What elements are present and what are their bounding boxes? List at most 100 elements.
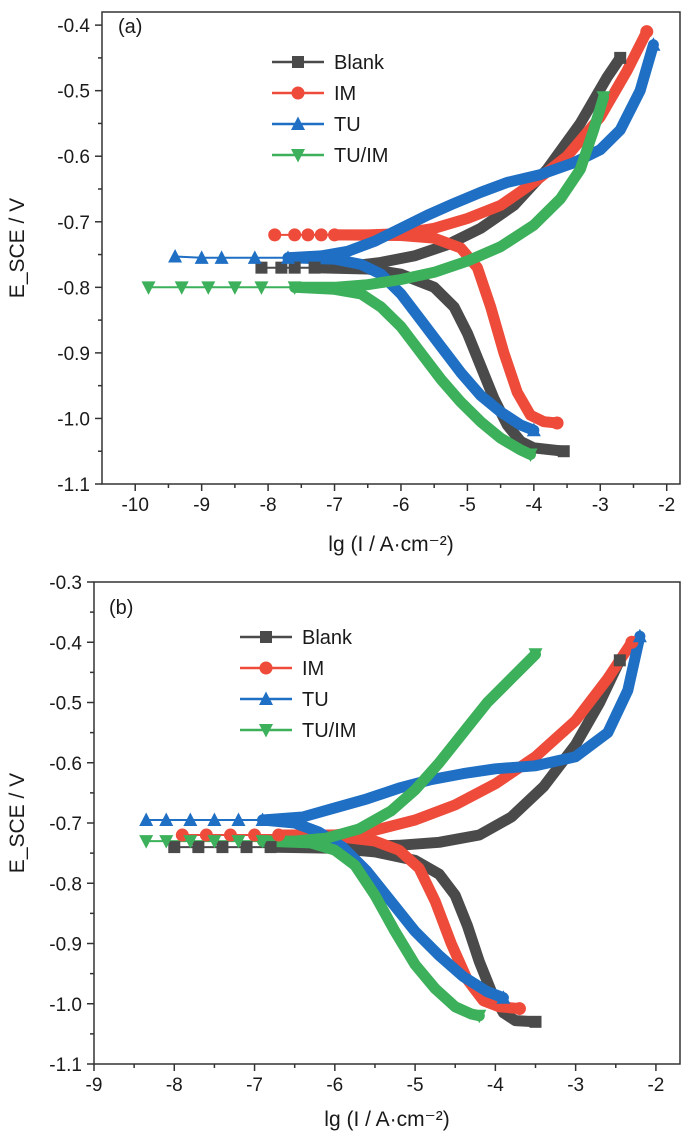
panel-b-series-tu-anodic-branch bbox=[257, 630, 646, 826]
panel-a-y-tick-label: -0.7 bbox=[57, 213, 90, 234]
panel-a-series-tu-cathodic-branch bbox=[282, 252, 540, 436]
panel-a-series-tu-tail bbox=[175, 255, 288, 259]
panel-b-y-tick-label: -1.0 bbox=[49, 995, 82, 1016]
panel-b-legend-item-blank: Blank bbox=[240, 627, 353, 649]
panel-b-series-tu-point bbox=[632, 628, 647, 643]
panel-a-series-blank-point bbox=[557, 445, 570, 458]
panel-b-legend-label-im: IM bbox=[302, 658, 324, 680]
panel-b-series-blank-cathodic-branch bbox=[265, 841, 541, 1028]
panel-b-y-tick-label: -0.5 bbox=[49, 694, 82, 715]
panel-b-series-tu-im-point bbox=[159, 835, 174, 849]
panel-b-series-tu-point bbox=[139, 812, 154, 826]
panel-a-y-tick-label: -1.1 bbox=[57, 475, 90, 496]
panel-b-x-tick-label: -7 bbox=[246, 1075, 263, 1096]
panel-a-plot-frame bbox=[101, 11, 681, 485]
panel-b-legend-marker-tu bbox=[259, 691, 273, 705]
panel-a-series-tu-point bbox=[526, 422, 541, 437]
panel-a-x-tick-label: -2 bbox=[658, 495, 675, 516]
panel-b-chart: -9 -8 -7 -6 -5 -4 -3 -2 -0.3 -0.4 -0.5 -0.6 -0.7 -0.8… bbox=[6, 573, 681, 1131]
panel-b-legend-marker-im bbox=[259, 661, 273, 675]
panel-a-y-tick-label: -0.6 bbox=[57, 147, 90, 168]
panel-a-x-tick-label: -10 bbox=[121, 495, 148, 516]
panel-b-series-tu-im-point bbox=[139, 835, 154, 849]
panel-a-series-im-point bbox=[268, 228, 282, 242]
panel-b-series-blank-point bbox=[216, 841, 229, 854]
panel-b-series-tu-im-point bbox=[231, 835, 246, 849]
panel-a-legend-label-blank: Blank bbox=[334, 52, 385, 74]
panel-b-series-blank-point bbox=[240, 841, 253, 854]
panel-a-series-tu-im-cathodic-branch bbox=[289, 281, 536, 460]
panel-a-series-tu-im-point bbox=[227, 281, 242, 295]
panel-a-legend-label-tu-im: TU/IM bbox=[334, 145, 388, 167]
panel-b-series-blank-point bbox=[613, 654, 626, 667]
panel-b-x-tick-label: -9 bbox=[86, 1075, 103, 1096]
panel-a-legend-label-tu: TU bbox=[334, 114, 361, 136]
panel-a-y-axis-title-text: E_SCE / V bbox=[6, 198, 29, 298]
panel-a-x-tick-label: -3 bbox=[592, 495, 609, 516]
panel-a-series-tu-im-point bbox=[523, 448, 538, 462]
panel-b-series-tu-im-point bbox=[255, 835, 270, 849]
panel-b-x-tick-label: -2 bbox=[647, 1075, 664, 1096]
panel-b-y-tick-label: -0.3 bbox=[49, 573, 82, 594]
panel-b-series-tu-im-point bbox=[207, 835, 222, 849]
panel-a-x-tick-label: -5 bbox=[459, 495, 476, 516]
panel-b-x-axis-title-text: lg (I / A·cm⁻²) bbox=[324, 1108, 449, 1131]
panel-b-legend: Blank IM TU TU/IM bbox=[240, 627, 356, 742]
panel-b-series-tu-point bbox=[159, 812, 174, 826]
panel-a-y-tick-label: -0.5 bbox=[57, 82, 90, 103]
panel-b-x-tick-label: -5 bbox=[407, 1075, 424, 1096]
panel-b-x-tick-label: -8 bbox=[166, 1075, 183, 1096]
panel-b-x-tick-label: -4 bbox=[487, 1075, 504, 1096]
panel-a-series-im-point bbox=[288, 228, 302, 242]
panel-a-y-tick-label: -1.0 bbox=[57, 409, 90, 430]
panel-b-series-blank-point bbox=[192, 841, 205, 854]
panel-b-series-tu-point bbox=[231, 812, 246, 826]
panel-a-x-axis-title: lg (I / A·cm⁻²) bbox=[328, 533, 453, 556]
panel-b-series-tu-im-point bbox=[528, 648, 543, 662]
panel-b-y-tick-label: -0.6 bbox=[49, 754, 82, 775]
panel-a-series-blank-point bbox=[308, 261, 321, 274]
panel-b-legend-label-tu-im: TU/IM bbox=[302, 720, 356, 742]
panel-a-y-axis-title: E_SCE / V bbox=[6, 198, 29, 298]
panel-a-legend-item-blank: Blank bbox=[272, 52, 385, 74]
panel-a-series-im-point bbox=[314, 228, 328, 242]
panel-b-series-tu-point bbox=[496, 990, 511, 1004]
panel-b-legend-label-tu: TU bbox=[302, 689, 329, 711]
panel-a-chart: -10 -9 -8 -7 -6 -5 -4 -3 -2 -0.4 -0.5 -0.6 -0.7 -0.8 -… bbox=[6, 11, 681, 556]
panel-b-x-tick-label: -3 bbox=[567, 1075, 584, 1096]
panel-b-y-tick-label: -0.7 bbox=[49, 814, 82, 835]
panel-a-x-tick-label: -8 bbox=[260, 495, 277, 516]
panel-b-y-tick-label: -1.1 bbox=[49, 1055, 82, 1076]
panel-a-series-im-point bbox=[328, 228, 342, 242]
panel-b-series-im-point bbox=[272, 828, 286, 842]
panel-a-legend-marker-tu bbox=[291, 116, 305, 130]
panel-b-y-tick-label: -0.4 bbox=[49, 633, 82, 654]
panel-a-label: (a) bbox=[118, 16, 142, 38]
panel-b-legend-item-tu-im: TU/IM bbox=[240, 720, 356, 742]
panel-a-y-tick-label: -0.9 bbox=[57, 344, 90, 365]
panel-a-series-tu-im-point bbox=[141, 281, 156, 295]
panel-a-legend-item-tu-im: TU/IM bbox=[272, 145, 388, 167]
panel-a-series-tu-point bbox=[281, 250, 296, 264]
panel-b-series-tu-im-cathodic-branch bbox=[257, 835, 485, 1022]
panel-a-series-tu-im-point bbox=[201, 281, 216, 295]
panel-a-legend-marker-im bbox=[291, 86, 305, 100]
panel-a-series-im-point bbox=[301, 228, 315, 242]
panel-a-series-tu-im-point bbox=[174, 281, 189, 295]
panel-a-series-blank-point bbox=[614, 51, 627, 64]
panel-a-y-tick-label: -0.8 bbox=[57, 278, 90, 299]
panel-a-series-blank-point bbox=[255, 261, 268, 274]
panel-a-series-tu-im-point bbox=[596, 91, 611, 105]
panel-a-series-blank-point bbox=[288, 261, 301, 274]
panel-b-y-tick-label: -0.9 bbox=[49, 935, 82, 956]
panel-a-x-tick-label: -9 bbox=[193, 495, 210, 516]
panel-a-series-tu-im-anodic-branch bbox=[289, 91, 610, 293]
panel-a-series-tu-im-point bbox=[254, 281, 269, 295]
panel-b-legend-label-blank: Blank bbox=[302, 627, 353, 649]
panel-a-series-im-cathodic-branch bbox=[329, 229, 563, 429]
panel-a-x-tick-label: -6 bbox=[393, 495, 410, 516]
panel-b-series-tu-im-point bbox=[183, 835, 198, 849]
panel-a-legend-marker-blank bbox=[292, 56, 304, 68]
panel-a-series-tu-point bbox=[214, 250, 229, 264]
panel-a-series-tu-im-point bbox=[287, 281, 302, 295]
